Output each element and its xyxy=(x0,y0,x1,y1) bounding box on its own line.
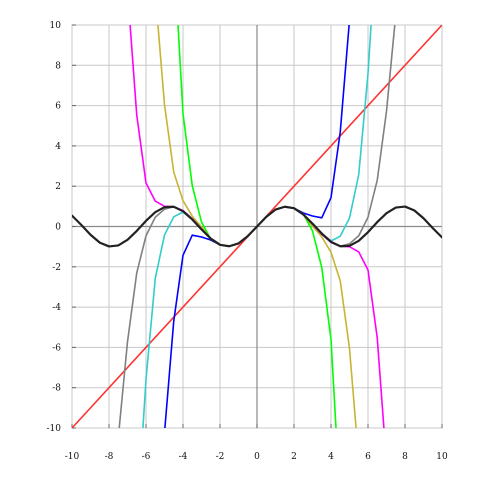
x-tick-label: 2 xyxy=(291,452,297,462)
y-tick-label: 2 xyxy=(55,182,61,192)
x-tick-label: -8 xyxy=(105,452,114,462)
x-tick-label: 8 xyxy=(402,452,408,462)
y-tick-label: 8 xyxy=(55,61,61,71)
plot-area xyxy=(72,25,442,428)
y-tick-label: 6 xyxy=(55,102,61,112)
y-tick-label: 0 xyxy=(55,223,61,233)
y-tick-label: -8 xyxy=(52,384,61,394)
x-tick-label: 0 xyxy=(254,452,260,462)
y-tick-label: -6 xyxy=(52,343,61,353)
y-tick-label: -2 xyxy=(52,263,61,273)
x-tick-label: 10 xyxy=(436,452,448,462)
y-tick-label: 4 xyxy=(55,142,61,152)
x-tick-label: -2 xyxy=(216,452,225,462)
series-line-7 xyxy=(72,205,442,248)
x-tick-label: -6 xyxy=(142,452,151,462)
y-tick-labels: -10 -8 -6 -4 -2 0 2 4 6 8 10 xyxy=(47,21,62,434)
y-tick-label: 10 xyxy=(50,21,62,31)
x-tick-label: 4 xyxy=(328,452,334,462)
y-tick-label: -4 xyxy=(52,303,61,313)
x-tick-label: -10 xyxy=(65,452,80,462)
x-tick-labels: -10 -8 -6 -4 -2 0 2 4 6 8 10 xyxy=(65,452,448,462)
x-tick-label: -4 xyxy=(179,452,188,462)
x-tick-label: 6 xyxy=(365,452,371,462)
y-tick-label: -10 xyxy=(47,424,62,434)
